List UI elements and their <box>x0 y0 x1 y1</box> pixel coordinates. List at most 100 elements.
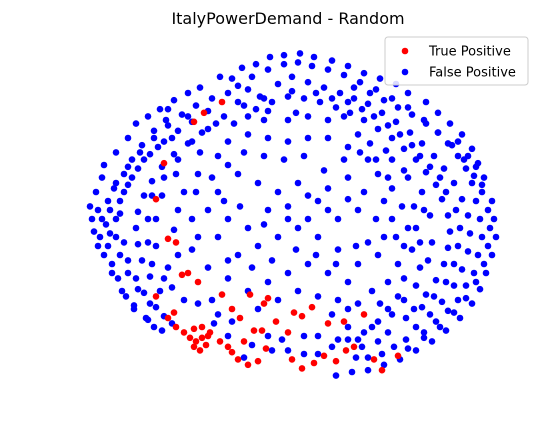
false-positive-point <box>293 110 300 117</box>
false-positive-point <box>459 131 466 138</box>
false-positive-point <box>147 300 154 307</box>
false-positive-point <box>241 354 248 361</box>
false-positive-point <box>269 347 276 354</box>
false-positive-point <box>469 300 476 307</box>
false-positive-point <box>337 90 344 97</box>
false-positive-point <box>405 90 412 97</box>
false-positive-point <box>345 174 352 181</box>
false-positive-point <box>125 164 132 171</box>
false-positive-point <box>375 252 382 259</box>
false-positive-point <box>429 239 436 246</box>
false-positive-point <box>347 110 354 117</box>
true-positive-point <box>199 335 206 342</box>
false-positive-point <box>455 138 462 145</box>
false-positive-point <box>427 311 434 318</box>
false-positive-point <box>211 320 218 327</box>
false-positive-point <box>439 196 446 203</box>
false-positive-point <box>471 173 478 180</box>
true-positive-point <box>195 279 202 286</box>
false-positive-point <box>445 245 452 252</box>
false-positive-point <box>375 318 382 325</box>
false-positive-point <box>325 135 332 142</box>
false-positive-point <box>221 198 228 205</box>
false-positive-point <box>341 156 348 163</box>
false-positive-point <box>265 66 272 73</box>
true-positive-point <box>173 239 180 246</box>
false-positive-point <box>149 178 156 185</box>
true-positive-point <box>311 360 318 367</box>
chart-title: ItalyPowerDemand - Random <box>171 9 404 28</box>
false-positive-point <box>175 156 182 163</box>
false-positive-point <box>229 75 236 82</box>
false-positive-point <box>161 174 168 181</box>
false-positive-point <box>345 144 352 151</box>
false-positive-point <box>285 347 292 354</box>
true-positive-point <box>235 356 242 363</box>
false-positive-point <box>355 261 362 268</box>
false-positive-point <box>443 327 450 334</box>
true-positive-point <box>237 315 244 322</box>
false-positive-point <box>295 59 302 66</box>
false-positive-point <box>377 300 384 307</box>
true-positive-point <box>165 315 172 322</box>
false-positive-point <box>289 74 296 81</box>
false-positive-point <box>465 212 472 219</box>
false-positive-point <box>241 149 248 156</box>
false-positive-point <box>285 270 292 277</box>
false-positive-point <box>433 277 440 284</box>
false-positive-point <box>253 106 260 113</box>
false-positive-point <box>99 174 106 181</box>
false-positive-point <box>453 207 460 214</box>
false-positive-point <box>381 97 388 104</box>
false-positive-point <box>463 165 470 172</box>
false-positive-point <box>129 156 136 163</box>
true-positive-point <box>247 291 254 298</box>
false-positive-point <box>451 282 458 289</box>
false-positive-point <box>441 165 448 172</box>
true-positive-point <box>245 362 252 369</box>
false-positive-point <box>353 243 360 250</box>
false-positive-point <box>173 171 180 178</box>
false-positive-point <box>135 165 142 172</box>
false-positive-point <box>321 84 328 91</box>
false-positive-point <box>465 248 472 255</box>
false-positive-point <box>255 180 262 187</box>
false-positive-point <box>159 192 166 199</box>
false-positive-point <box>413 324 420 331</box>
false-positive-point <box>451 180 458 187</box>
false-positive-point <box>185 90 192 97</box>
false-positive-point <box>351 95 358 102</box>
false-positive-point <box>405 225 412 232</box>
false-positive-point <box>179 111 186 118</box>
false-positive-point <box>473 198 480 205</box>
true-positive-point <box>333 358 340 365</box>
false-positive-point <box>105 243 112 250</box>
false-positive-point <box>365 354 372 361</box>
false-positive-point <box>329 344 336 351</box>
true-positive-point <box>273 318 280 325</box>
false-positive-point <box>237 203 244 210</box>
false-positive-point <box>141 290 148 297</box>
false-positive-point <box>447 120 454 127</box>
false-positive-point <box>315 333 322 340</box>
true-positive-point <box>207 329 214 336</box>
true-positive-point <box>229 306 236 313</box>
false-positive-point <box>333 372 340 379</box>
false-positive-point <box>325 185 332 192</box>
false-positive-point <box>147 273 154 280</box>
false-positive-point <box>335 246 342 253</box>
true-positive-point <box>187 335 194 342</box>
false-positive-point <box>329 57 336 64</box>
false-positive-point <box>225 216 232 223</box>
false-positive-point <box>475 252 482 259</box>
false-positive-point <box>117 210 124 217</box>
false-positive-point <box>447 228 454 235</box>
false-positive-point <box>199 129 206 136</box>
false-positive-point <box>235 171 242 178</box>
false-positive-point <box>107 207 114 214</box>
false-positive-point <box>437 174 444 181</box>
false-positive-point <box>119 288 126 295</box>
false-positive-point <box>425 257 432 264</box>
false-positive-point <box>409 246 416 253</box>
false-positive-point <box>429 338 436 345</box>
